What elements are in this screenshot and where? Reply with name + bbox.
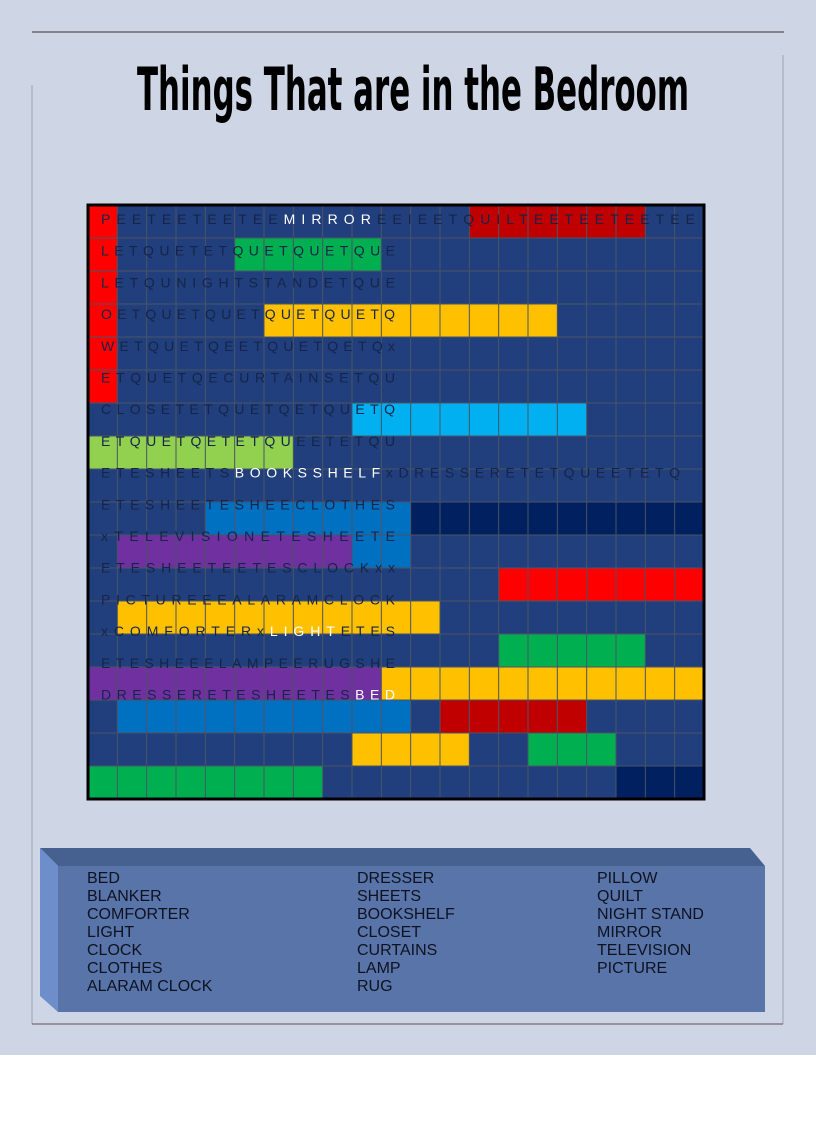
word: NIGHT STAND [597,906,704,923]
color-block [616,766,704,799]
color-block [117,601,440,634]
word: SHEETS [357,888,421,905]
word: LAMP [357,960,401,977]
color-block [498,568,704,601]
color-block [88,271,118,304]
word: CLOSET [357,924,421,941]
word: LIGHT [87,924,134,941]
color-block [234,238,382,271]
color-block [440,700,587,733]
word: BED [87,870,120,887]
grid-border [86,203,706,801]
color-block [88,205,118,238]
word: ALARAM CLOCK [87,978,213,995]
word: BOOKSHELF [357,906,455,923]
letter-segment: BED [355,687,395,703]
color-block [88,436,294,469]
letter-segment: EEIEETQUILTEETEETEETEE [377,211,695,227]
title: Things That are in the Bedroom [137,55,689,125]
word: PICTURE [597,960,667,977]
word: BLANKER [87,888,162,905]
puzzle-grid: PEETEETEETEE MIRROR EEIEETQUILTEETEETEETEE… [86,203,706,801]
color-block [528,733,616,766]
word: QUILT [597,888,643,905]
word: DRESSER [357,870,434,887]
word: CURTAINS [357,942,437,959]
word: CLOCK [87,942,142,959]
word: COMFORTER [87,906,190,923]
color-block [381,667,704,700]
word: PILLOW [597,870,658,887]
box-front [58,866,765,1012]
color-block [205,502,411,535]
color-block [88,337,118,370]
box-side [40,848,58,1012]
word-list: BEDBLANKERCOMFORTERLIGHTCLOCKCLOTHESALAR… [40,848,765,1012]
letter-segment: DRESSERETESHEETES [101,687,350,703]
letter-segment: LIGHT [270,623,335,639]
word: RUG [357,978,393,995]
letter-segment: ETESHEETS [101,465,229,481]
color-block [88,370,118,403]
word: CLOTHES [87,960,163,977]
color-block [88,304,118,337]
word: MIRROR [597,924,662,941]
box-top [40,848,765,866]
word: TELEVISION [597,942,691,959]
color-block [88,238,118,271]
color-block [498,634,646,667]
